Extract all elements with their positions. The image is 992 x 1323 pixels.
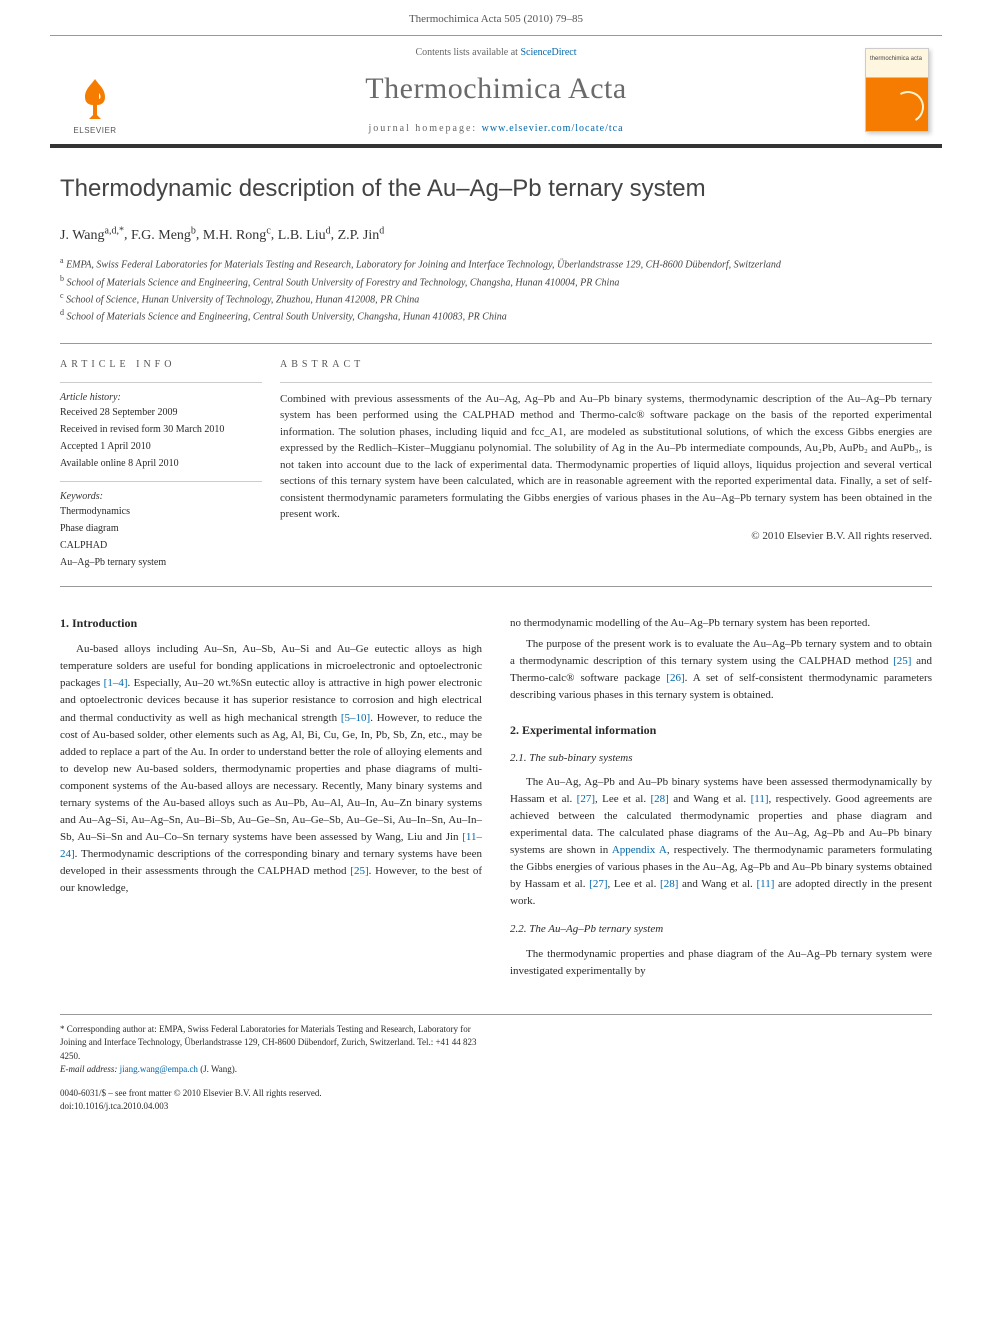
corresponding-author-note: * Corresponding author at: EMPA, Swiss F… [60, 1023, 479, 1077]
issn-text: 0040-6031/$ – see front matter © 2010 El… [60, 1088, 322, 1098]
section-heading: 1. Introduction [60, 615, 482, 632]
keyword: Thermodynamics [60, 504, 262, 519]
body-paragraph: Au-based alloys including Au–Sn, Au–Sb, … [60, 641, 482, 897]
citation-text: Thermochimica Acta 505 (2010) 79–85 [409, 13, 583, 25]
author: Z.P. Jind [338, 228, 385, 243]
body-paragraph: The purpose of the present work is to ev… [510, 636, 932, 704]
history-label: Article history: [60, 391, 262, 405]
journal-cover-area: thermochimica acta [852, 36, 942, 144]
issn-doi-block: 0040-6031/$ – see front matter © 2010 El… [60, 1087, 932, 1114]
body-paragraph: The thermodynamic properties and phase d… [510, 946, 932, 980]
email-link[interactable]: jiang.wang@empa.ch [120, 1064, 198, 1074]
citation-link[interactable]: [28] [660, 878, 678, 890]
body-column-right: no thermodynamic modelling of the Au–Ag–… [510, 615, 932, 984]
citation-link[interactable]: [1–4] [104, 677, 128, 689]
author: J. Wanga,d,* [60, 228, 124, 243]
citation-link[interactable]: [28] [651, 793, 669, 805]
affiliation: d School of Materials Science and Engine… [60, 307, 932, 324]
subsection-heading: 2.1. The sub-binary systems [510, 751, 932, 766]
email-line: E-mail address: jiang.wang@empa.ch (J. W… [60, 1064, 237, 1074]
abstract-column: abstract Combined with previous assessme… [280, 344, 932, 586]
page-footer: * Corresponding author at: EMPA, Swiss F… [60, 1014, 932, 1114]
article-info-column: article info Article history: Received 2… [60, 344, 280, 586]
affiliation: a EMPA, Swiss Federal Laboratories for M… [60, 255, 932, 272]
article-info-heading: article info [60, 358, 262, 372]
email-person: (J. Wang). [198, 1064, 237, 1074]
divider [280, 382, 932, 383]
author: M.H. Rongc [203, 228, 271, 243]
masthead-center: Contents lists available at ScienceDirec… [140, 36, 852, 144]
running-header: Thermochimica Acta 505 (2010) 79–85 [0, 0, 992, 35]
section-heading: 2. Experimental information [510, 722, 932, 739]
article-title: Thermodynamic description of the Au–Ag–P… [60, 172, 932, 206]
elsevier-tree-icon [71, 75, 119, 123]
masthead: ELSEVIER Contents lists available at Sci… [50, 35, 942, 148]
citation-link[interactable]: [26] [666, 672, 684, 684]
body-paragraph: no thermodynamic modelling of the Au–Ag–… [510, 615, 932, 632]
elsevier-label: ELSEVIER [73, 125, 116, 136]
author: L.B. Liud [278, 228, 331, 243]
citation-link[interactable]: [11] [751, 793, 769, 805]
homepage-line: journal homepage: www.elsevier.com/locat… [140, 122, 852, 136]
affiliations: a EMPA, Swiss Federal Laboratories for M… [60, 255, 932, 324]
body-columns: 1. Introduction Au-based alloys includin… [60, 615, 932, 984]
homepage-link[interactable]: www.elsevier.com/locate/tca [482, 123, 624, 134]
email-label: E-mail address: [60, 1064, 120, 1074]
sciencedirect-link[interactable]: ScienceDirect [520, 47, 576, 58]
citation-link[interactable]: [11–24] [60, 831, 482, 860]
keyword: Au–Ag–Pb ternary system [60, 555, 262, 570]
affiliation: c School of Science, Hunan University of… [60, 290, 932, 307]
journal-title: Thermochimica Acta [140, 68, 852, 110]
body-column-left: 1. Introduction Au-based alloys includin… [60, 615, 482, 984]
citation-link[interactable]: [25] [893, 655, 911, 667]
abstract-heading: abstract [280, 358, 932, 372]
author: F.G. Mengb [131, 228, 196, 243]
keywords-label: Keywords: [60, 490, 262, 504]
journal-cover: thermochimica acta [865, 48, 929, 132]
body-paragraph: The Au–Ag, Ag–Pb and Au–Pb binary system… [510, 774, 932, 910]
cover-swoosh-icon [888, 88, 927, 127]
citation-link[interactable]: [5–10] [341, 712, 370, 724]
appendix-link[interactable]: Appendix A [612, 844, 667, 856]
publisher-logo-area: ELSEVIER [50, 36, 140, 144]
abstract-text: Combined with previous assessments of th… [280, 391, 932, 523]
history-item: Available online 8 April 2010 [60, 456, 262, 471]
citation-link[interactable]: [11] [756, 878, 774, 890]
history-item: Received in revised form 30 March 2010 [60, 422, 262, 437]
divider [60, 481, 262, 482]
abstract-copyright: © 2010 Elsevier B.V. All rights reserved… [280, 529, 932, 544]
authors-line: J. Wanga,d,*, F.G. Mengb, M.H. Rongc, L.… [60, 224, 932, 245]
citation-link[interactable]: [25] [350, 865, 368, 877]
citation-link[interactable]: [27] [589, 878, 607, 890]
article-content: Thermodynamic description of the Au–Ag–P… [0, 172, 992, 1113]
affiliation: b School of Materials Science and Engine… [60, 273, 932, 290]
doi-text: doi:10.1016/j.tca.2010.04.003 [60, 1101, 168, 1111]
history-item: Received 28 September 2009 [60, 405, 262, 420]
keyword: Phase diagram [60, 521, 262, 536]
citation-link[interactable]: [27] [577, 793, 595, 805]
history-item: Accepted 1 April 2010 [60, 439, 262, 454]
info-abstract-row: article info Article history: Received 2… [60, 343, 932, 587]
contents-prefix: Contents lists available at [415, 47, 520, 58]
homepage-prefix: journal homepage: [368, 123, 481, 134]
corresponding-text: * Corresponding author at: EMPA, Swiss F… [60, 1024, 477, 1061]
divider [60, 382, 262, 383]
elsevier-logo: ELSEVIER [65, 66, 125, 136]
contents-line: Contents lists available at ScienceDirec… [140, 46, 852, 60]
subsection-heading: 2.2. The Au–Ag–Pb ternary system [510, 922, 932, 937]
cover-title: thermochimica acta [870, 55, 922, 63]
keyword: CALPHAD [60, 538, 262, 553]
